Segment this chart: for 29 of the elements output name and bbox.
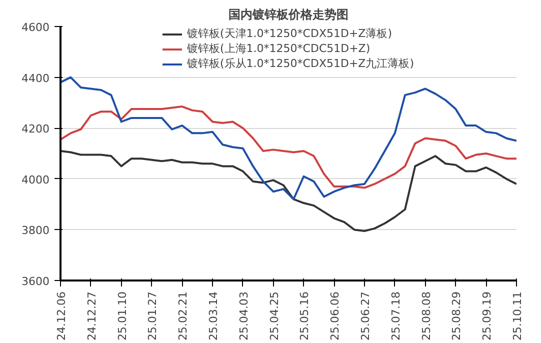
chart-title: 国内镀锌板价格走势图 [228, 8, 348, 22]
x-tick-label: 25.10.11 [511, 292, 524, 340]
legend-label: 镀锌板(乐从1.0*1250*CDX51D+Z九江薄板) [187, 56, 414, 71]
x-tick-label: 25.04.25 [268, 292, 281, 340]
y-tick-label: 3600 [22, 275, 50, 288]
line-series [60, 76, 516, 200]
y-tick-label: 4400 [22, 72, 50, 85]
y-tick-label: 4600 [22, 21, 50, 34]
x-tick-label: 24.12.06 [55, 292, 68, 340]
x-tick-label: 25.03.14 [207, 292, 220, 340]
x-tick-label: 25.08.08 [420, 292, 433, 340]
x-tick-label: 25.07.18 [389, 292, 402, 340]
legend-label: 镀锌板(天津1.0*1250*CDX51D+Z薄板) [187, 26, 392, 41]
y-tick-label: 4200 [22, 122, 50, 136]
y-tick-label: 4000 [22, 173, 50, 186]
x-tick-label: 25.04.03 [237, 292, 250, 340]
x-tick-label: 25.06.27 [359, 292, 372, 340]
line-series [60, 106, 516, 189]
x-tick-label: 25.06.06 [328, 292, 342, 340]
line-series [60, 150, 516, 232]
x-tick-label: 25.01.10 [116, 292, 129, 340]
x-tick-label: 24.12.27 [85, 292, 98, 340]
legend-label: 镀锌板(上海1.0*1250*CDC51D+Z) [187, 41, 370, 56]
x-tick-label: 25.09.19 [480, 292, 494, 340]
x-tick-label: 25.02.21 [176, 292, 190, 340]
y-tick-label: 3800 [22, 224, 50, 238]
x-tick-label: 25.08.29 [450, 292, 464, 340]
x-tick-label: 25.05.16 [298, 292, 312, 340]
x-tick-label: 25.01.27 [146, 292, 160, 340]
